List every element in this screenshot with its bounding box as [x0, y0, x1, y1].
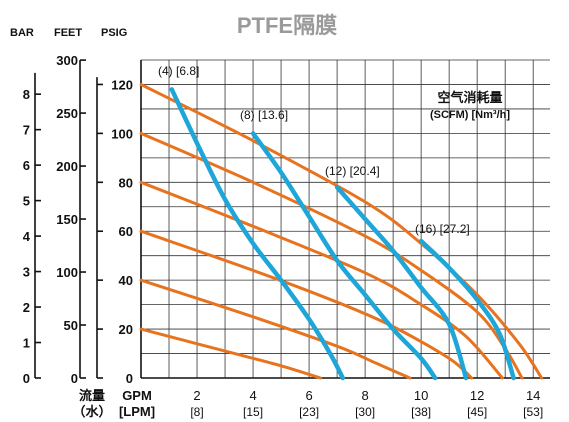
axes [34, 59, 550, 379]
pressure-curve-3 [139, 180, 504, 380]
bar-tick-label: 3 [23, 265, 30, 280]
lpm-tick-label: [45] [467, 405, 487, 419]
grid [141, 59, 550, 378]
feet-tick-label: 150 [56, 212, 78, 227]
feet-tick-label: 50 [64, 318, 78, 333]
psig-tick-label: 60 [119, 224, 133, 239]
psig-tick-label: 120 [111, 77, 133, 92]
pressure-curve-1 [139, 83, 544, 380]
bar-tick-label: 7 [23, 123, 30, 138]
pressure-curve-6 [139, 327, 322, 380]
lpm-tick-label: [53] [523, 405, 543, 419]
tick-labels: 0204060801001200501001502002503000123456… [23, 53, 543, 419]
bar-tick-label: 0 [23, 371, 30, 386]
bar-tick-label: 4 [23, 229, 31, 244]
pressure-curve-5 [139, 278, 412, 380]
psig-tick-label: 40 [119, 273, 133, 288]
bar-tick-label: 5 [23, 194, 30, 209]
feet-tick-label: 0 [71, 371, 78, 386]
psig-tick-label: 100 [111, 126, 133, 141]
air-curve-3 [334, 184, 469, 381]
air-curve-label-4: (4) [6.8] [158, 64, 199, 78]
air-curve-1 [169, 87, 345, 381]
feet-tick-label: 250 [56, 106, 78, 121]
psig-tick-label: 20 [119, 322, 133, 337]
x-unit-lpm: [LPM] [119, 404, 155, 419]
bar-tick-label: 1 [23, 336, 30, 351]
lpm-tick-label: [30] [355, 405, 375, 419]
gpm-tick-label: 6 [305, 388, 312, 403]
gpm-tick-label: 8 [361, 388, 368, 403]
x-label-flow: 流量 [79, 388, 105, 403]
psig-tick-label: 0 [126, 371, 133, 386]
air-curve-2 [250, 131, 438, 381]
lpm-tick-label: [15] [243, 405, 263, 419]
chart-title: PTFE隔膜 [237, 13, 337, 38]
psig-axis-header: PSIG [101, 27, 127, 39]
bar-tick-label: 2 [23, 300, 30, 315]
pressure-curve-4 [139, 229, 474, 380]
feet-tick-label: 200 [56, 159, 78, 174]
gpm-tick-label: 4 [249, 388, 256, 403]
gpm-tick-label: 14 [526, 388, 540, 403]
feet-axis-header: FEET [54, 27, 82, 39]
air-legend-units: (SCFM) [Nm³/h] [430, 109, 510, 121]
x-label-water: （水） [72, 404, 111, 419]
gpm-tick-label: 10 [414, 388, 428, 403]
gpm-tick-label: 2 [193, 388, 200, 403]
bar-tick-label: 8 [23, 87, 30, 102]
air-curve-label-16: (16) [27.2] [415, 222, 470, 236]
psig-tick-label: 80 [119, 175, 133, 190]
lpm-tick-label: [38] [411, 405, 431, 419]
air-consumption-curves [169, 87, 516, 381]
gpm-tick-label: 12 [470, 388, 484, 403]
x-unit-gpm: GPM [122, 388, 152, 403]
lpm-tick-label: [23] [299, 405, 319, 419]
bar-axis-header: BAR [10, 27, 34, 39]
lpm-tick-label: [8] [190, 405, 203, 419]
bar-tick-label: 6 [23, 158, 30, 173]
air-curve-4 [418, 238, 516, 381]
feet-tick-label: 100 [56, 265, 78, 280]
air-curve-label-12: (12) [20.4] [325, 164, 380, 178]
air-curve-label-8: (8) [13.6] [240, 108, 288, 122]
air-legend-title: 空气消耗量 [437, 90, 502, 105]
feet-tick-label: 300 [56, 53, 78, 68]
